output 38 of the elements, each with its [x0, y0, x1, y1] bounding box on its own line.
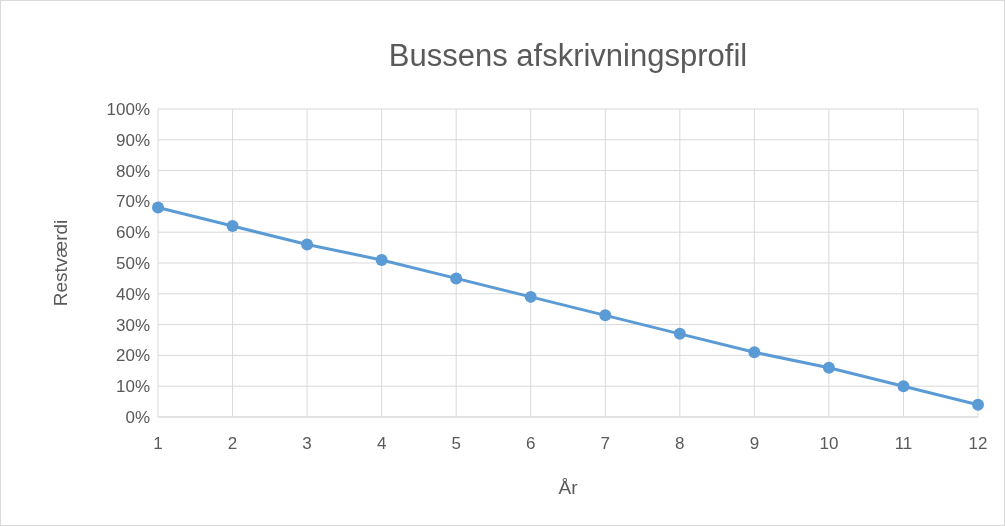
y-axis-title: Restværdi: [50, 219, 71, 307]
point: [450, 272, 463, 285]
x-tick-label: 1: [153, 434, 163, 453]
y-tick-label: 0%: [125, 407, 150, 427]
x-tick-label: 11: [894, 434, 913, 453]
y-tick-label: 50%: [115, 253, 150, 273]
point: [897, 380, 910, 393]
x-tick-label: 4: [376, 434, 387, 453]
y-tick-label: 30%: [115, 315, 150, 335]
point: [822, 361, 835, 374]
point: [152, 201, 164, 214]
y-tick-label: 80%: [115, 161, 150, 181]
x-tick-label: 10: [819, 434, 839, 453]
x-tick-label: 5: [451, 434, 461, 453]
y-tick-label: 40%: [115, 284, 150, 304]
chart-title: Bussens afskrivningsprofil: [388, 38, 748, 73]
y-tick-label: 70%: [115, 192, 150, 212]
point: [972, 398, 984, 411]
x-tick-label: 8: [675, 434, 685, 453]
y-tick-label: 20%: [115, 346, 150, 366]
point: [599, 309, 612, 322]
y-tick-label: 100%: [106, 99, 150, 119]
point: [524, 290, 537, 303]
y-tick-label: 60%: [115, 223, 150, 243]
y-tick-label: 90%: [115, 130, 150, 150]
y-tick-label: 10%: [115, 377, 150, 397]
x-tick-label: 9: [749, 434, 760, 453]
point: [226, 220, 239, 233]
x-tick-label: 6: [525, 434, 536, 453]
x-tick-label: 2: [227, 434, 238, 453]
x-tick-label: 12: [968, 434, 988, 453]
x-tick-label: 7: [600, 434, 611, 453]
point: [673, 327, 686, 340]
point: [375, 253, 388, 266]
x-tick-label: 3: [302, 434, 312, 453]
point: [748, 346, 761, 359]
x-axis-title: År: [558, 477, 579, 498]
point: [301, 238, 314, 251]
